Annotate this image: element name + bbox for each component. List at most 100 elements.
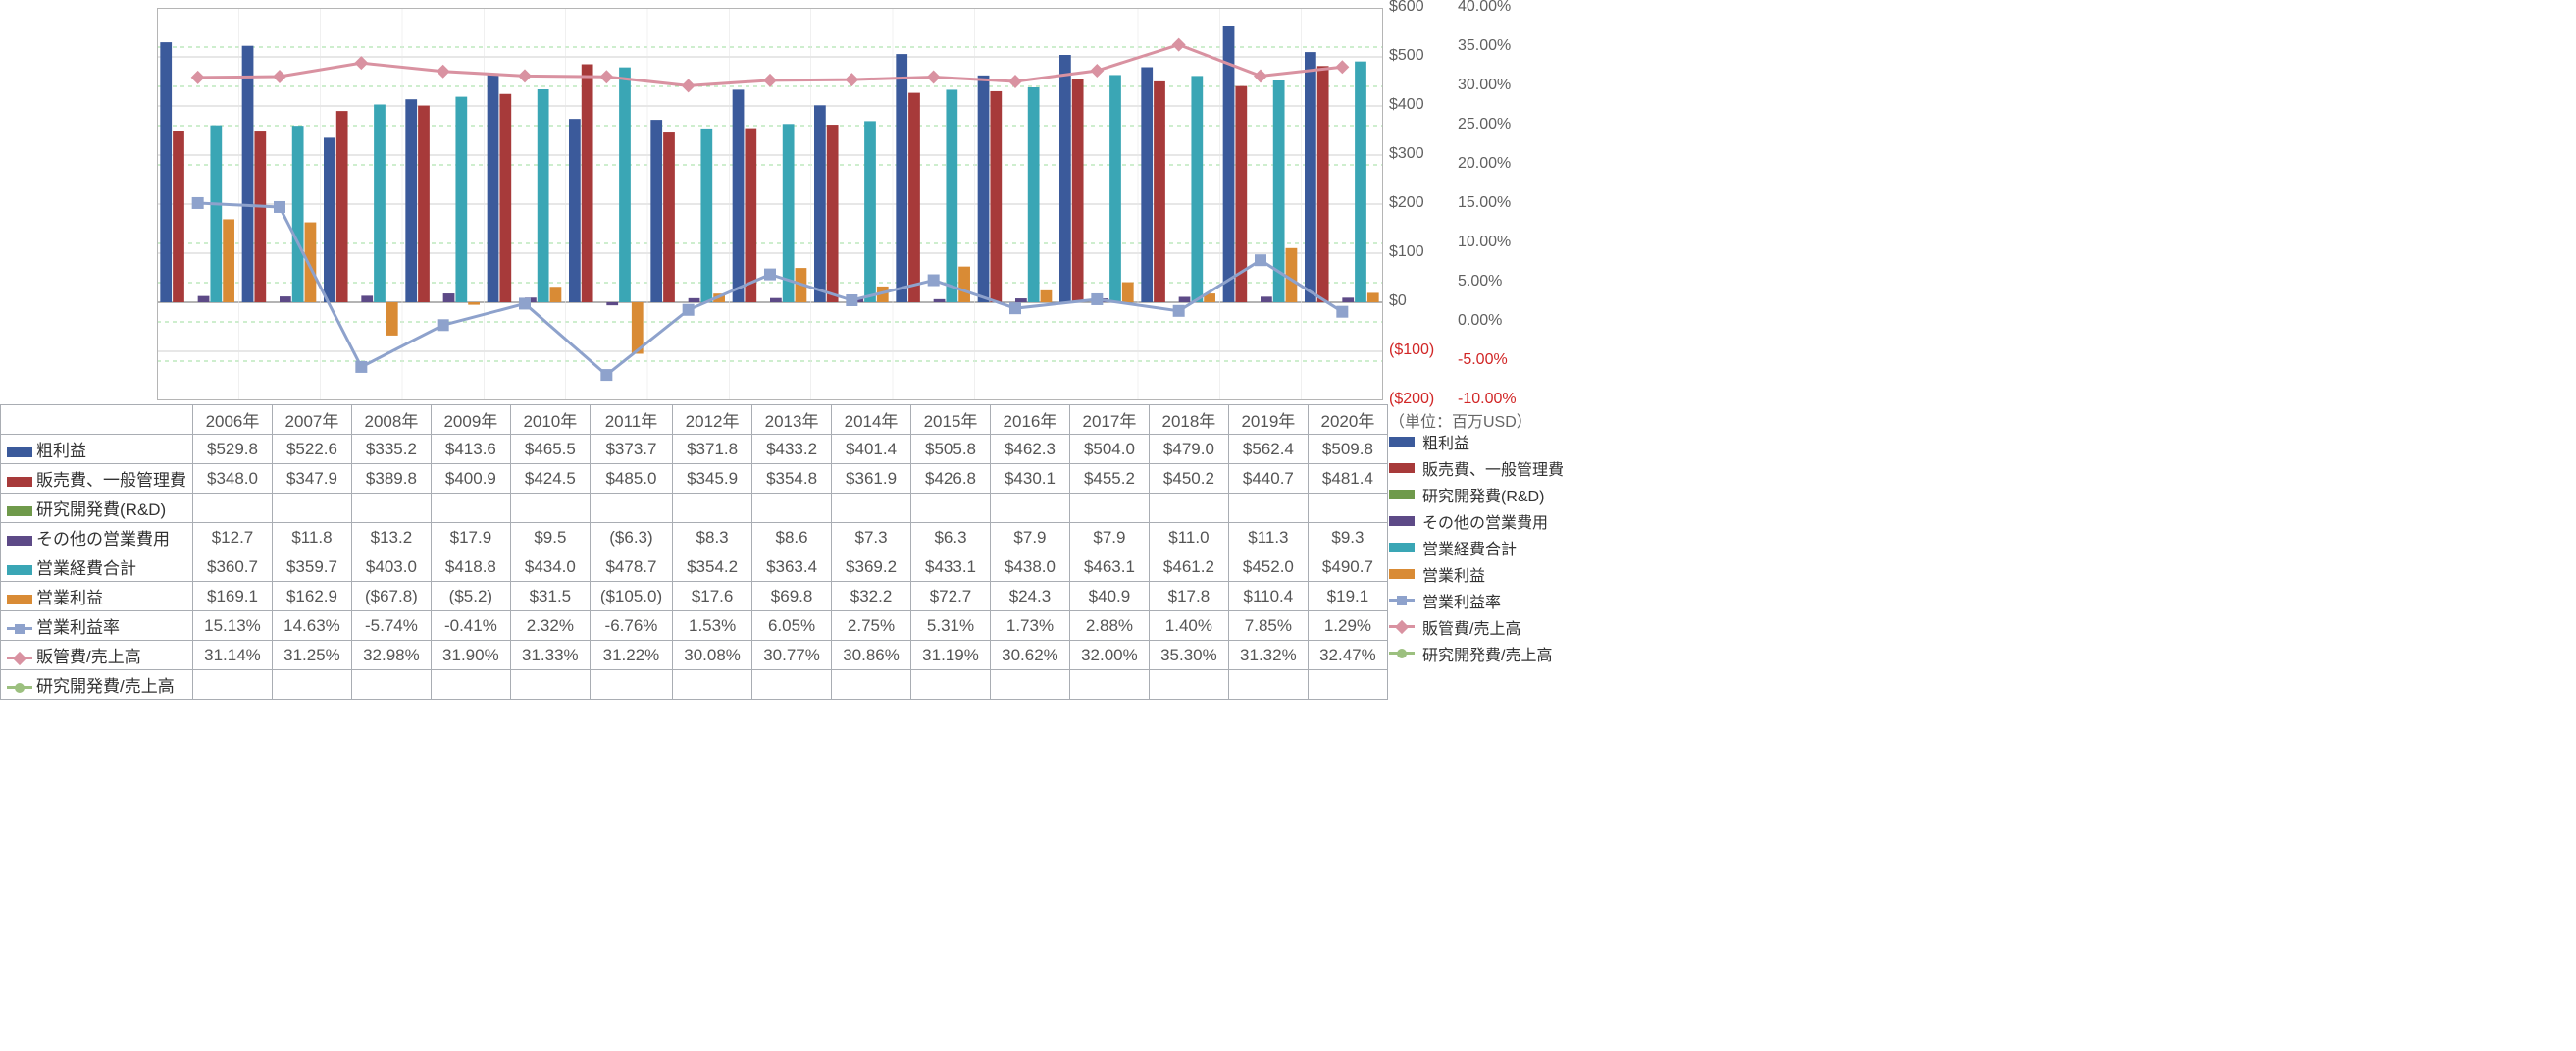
axis-tick-label: -5.00% <box>1458 351 1526 369</box>
axis-tick-label: ($100) <box>1389 342 1458 359</box>
data-cell: $12.7 <box>193 523 273 552</box>
metric-label: 営業利益率 <box>36 618 120 637</box>
data-cell: $400.9 <box>431 464 510 494</box>
data-cell: $463.1 <box>1069 552 1149 582</box>
bar-gross_profit <box>160 42 172 302</box>
data-cell: 1.53% <box>673 611 752 641</box>
data-cell: $7.9 <box>1069 523 1149 552</box>
year-header: 2007年 <box>272 405 351 435</box>
bar-sga <box>1154 81 1165 302</box>
table-row: 営業利益率15.13%14.63%-5.74%-0.41%2.32%-6.76%… <box>1 611 1388 641</box>
bar-op_income <box>550 287 562 302</box>
bar-op_income <box>223 219 234 302</box>
bar-op_income <box>1041 290 1053 302</box>
data-cell: $562.4 <box>1228 435 1308 464</box>
data-cell <box>832 494 911 523</box>
bar-sga <box>418 106 430 302</box>
data-cell: $335.2 <box>351 435 431 464</box>
bar-other_op <box>934 299 946 302</box>
bar-gross_profit <box>1059 55 1071 302</box>
table-row: 営業経費合計$360.7$359.7$403.0$418.8$434.0$478… <box>1 552 1388 582</box>
data-cell: $455.2 <box>1069 464 1149 494</box>
data-cell: $403.0 <box>351 552 431 582</box>
bar-opex_total <box>374 105 386 303</box>
metric-label: 粗利益 <box>36 442 86 460</box>
bar-opex_total <box>619 68 631 302</box>
metric-label-cell: 販管費/売上高 <box>1 641 193 670</box>
table-row: 営業利益$169.1$162.9($67.8)($5.2)$31.5($105.… <box>1 582 1388 611</box>
marker-sga_ratio <box>1090 64 1104 78</box>
bar-opex_total <box>455 97 467 302</box>
data-cell <box>1308 494 1387 523</box>
data-cell: $371.8 <box>673 435 752 464</box>
legend-item: 営業利益率 <box>1389 588 1585 613</box>
bar-other_op <box>361 295 373 302</box>
data-cell <box>1069 494 1149 523</box>
data-cell: $31.5 <box>510 582 590 611</box>
bar-sga <box>827 125 839 302</box>
data-cell: $347.9 <box>272 464 351 494</box>
marker-sga_ratio <box>599 70 613 83</box>
data-cell: $32.2 <box>832 582 911 611</box>
data-cell: $522.6 <box>272 435 351 464</box>
data-cell: 30.77% <box>752 641 832 670</box>
data-cell <box>673 494 752 523</box>
data-cell: $6.3 <box>911 523 991 552</box>
legend-item: 販管費/売上高 <box>1389 614 1585 640</box>
data-cell: $363.4 <box>752 552 832 582</box>
bar-op_income <box>1122 283 1134 302</box>
data-cell: ($67.8) <box>351 582 431 611</box>
data-cell <box>832 670 911 700</box>
data-cell <box>1149 494 1228 523</box>
marker-sga_ratio <box>518 69 532 82</box>
data-cell: 31.33% <box>510 641 590 670</box>
marker-sga_ratio <box>763 74 777 87</box>
marker-op_margin <box>519 297 531 309</box>
data-cell: $17.9 <box>431 523 510 552</box>
legend-label: 営業利益 <box>1422 562 1485 586</box>
bar-opex_total <box>538 89 549 302</box>
marker-op_margin <box>683 304 695 316</box>
bar-gross_profit <box>814 105 826 302</box>
data-cell: $504.0 <box>1069 435 1149 464</box>
data-cell <box>193 670 273 700</box>
data-cell: $361.9 <box>832 464 911 494</box>
bar-opex_total <box>1191 76 1203 302</box>
legend-item: 研究開発費(R&D) <box>1389 482 1585 507</box>
bar-opex_total <box>292 126 304 302</box>
data-cell: $11.3 <box>1228 523 1308 552</box>
table-corner <box>1 405 193 435</box>
data-cell: 31.32% <box>1228 641 1308 670</box>
data-cell: 2.32% <box>510 611 590 641</box>
data-cell <box>431 670 510 700</box>
data-cell: $11.8 <box>272 523 351 552</box>
data-cell: $19.1 <box>1308 582 1387 611</box>
year-header: 2010年 <box>510 405 590 435</box>
year-header: 2012年 <box>673 405 752 435</box>
marker-op_margin <box>1009 302 1021 314</box>
year-header: 2016年 <box>990 405 1069 435</box>
data-cell: $433.1 <box>911 552 991 582</box>
data-cell: $426.8 <box>911 464 991 494</box>
marker-op_margin <box>1255 254 1266 266</box>
axis-tick-label: 0.00% <box>1458 312 1526 330</box>
data-cell: 32.00% <box>1069 641 1149 670</box>
data-cell: $354.8 <box>752 464 832 494</box>
data-cell <box>911 494 991 523</box>
bar-other_op <box>280 296 291 302</box>
data-cell: $509.8 <box>1308 435 1387 464</box>
year-header: 2018年 <box>1149 405 1228 435</box>
year-header: 2014年 <box>832 405 911 435</box>
data-cell: $169.1 <box>193 582 273 611</box>
marker-sga_ratio <box>927 70 941 83</box>
table-row: 粗利益$529.8$522.6$335.2$413.6$465.5$373.7$… <box>1 435 1388 464</box>
bar-sga <box>254 131 266 302</box>
bar-gross_profit <box>488 74 499 302</box>
data-cell: $17.6 <box>673 582 752 611</box>
data-cell <box>272 494 351 523</box>
data-cell: 1.29% <box>1308 611 1387 641</box>
legend-item: 販売費、一般管理費 <box>1389 455 1585 481</box>
bar-other_op <box>1015 298 1027 302</box>
legend-item: 粗利益 <box>1389 429 1585 454</box>
data-cell: 14.63% <box>272 611 351 641</box>
